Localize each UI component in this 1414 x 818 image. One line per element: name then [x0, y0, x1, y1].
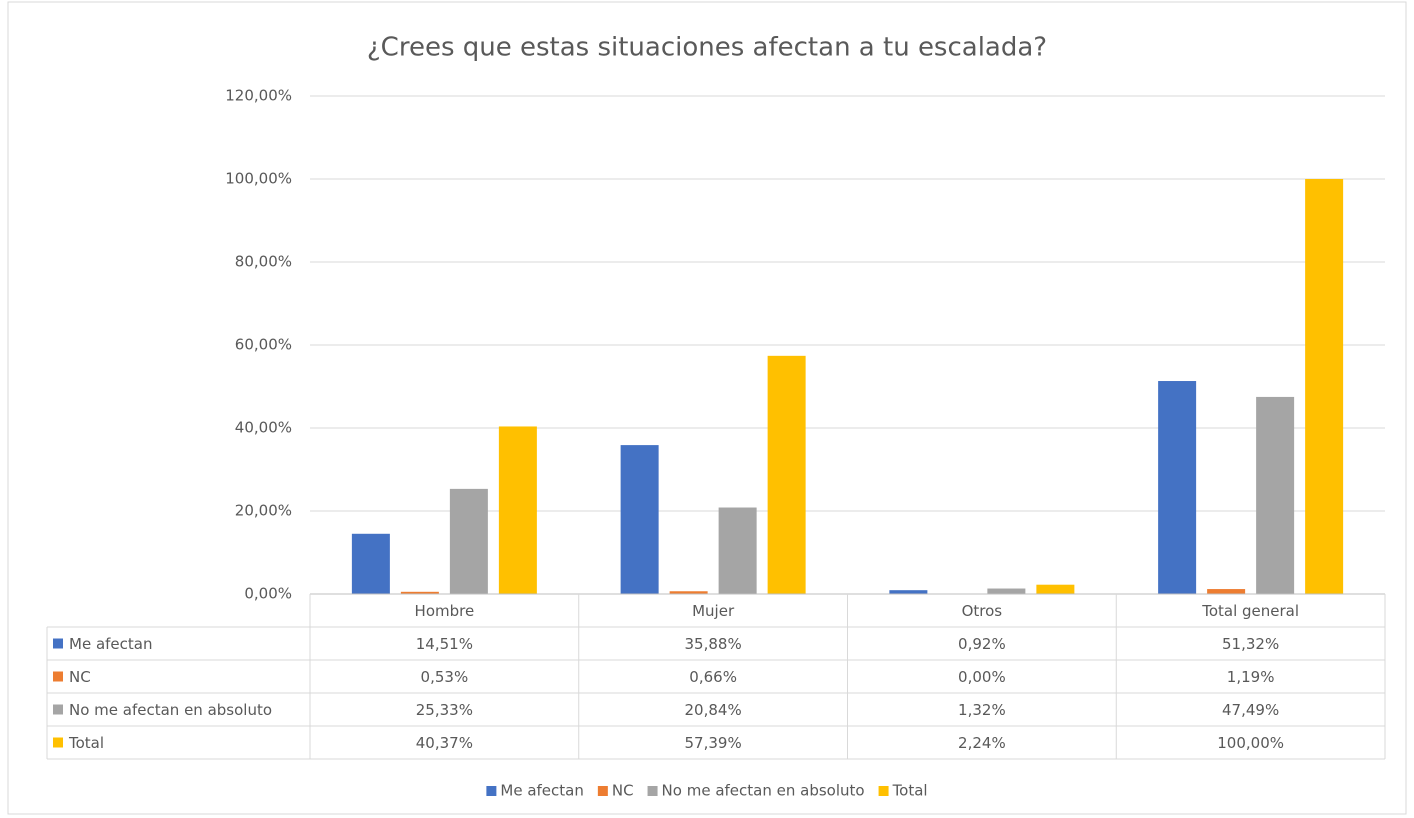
- table-cell: 25,33%: [416, 701, 473, 719]
- legend-label: Me afectan: [500, 782, 583, 800]
- x-tick-label: Otros: [962, 602, 1003, 620]
- bar: [1207, 589, 1246, 594]
- bar: [400, 591, 439, 594]
- table-row-label: NC: [69, 668, 91, 686]
- legend-label: NC: [612, 782, 634, 800]
- bar: [718, 507, 757, 594]
- table-cell: 40,37%: [416, 734, 473, 752]
- table-cell: 20,84%: [685, 701, 742, 719]
- y-tick-label: 0,00%: [244, 585, 292, 603]
- legend-key: [878, 786, 889, 796]
- y-tick-label: 100,00%: [225, 170, 292, 188]
- bar: [767, 355, 806, 594]
- legend-label: Total: [892, 782, 928, 800]
- x-tick-label: Mujer: [692, 602, 735, 620]
- chart-border: [7, 1, 1407, 815]
- table-cell: 0,53%: [421, 668, 469, 686]
- bar: [669, 591, 708, 594]
- table-legend-key: [53, 737, 63, 748]
- table-legend-key: [53, 638, 63, 649]
- table-cell: 57,39%: [685, 734, 742, 752]
- table-cell: 1,19%: [1227, 668, 1275, 686]
- bar: [889, 590, 928, 594]
- y-tick-label: 80,00%: [235, 253, 292, 271]
- table-row-label: Total: [68, 734, 104, 752]
- bar: [1158, 381, 1197, 594]
- legend-key: [597, 786, 608, 796]
- x-tick-label: Hombre: [415, 602, 475, 620]
- table-cell: 2,24%: [958, 734, 1006, 752]
- bar: [1305, 179, 1344, 594]
- y-tick-label: 20,00%: [235, 502, 292, 520]
- bar: [498, 426, 537, 594]
- y-tick-label: 120,00%: [225, 87, 292, 105]
- table-cell: 0,92%: [958, 635, 1006, 653]
- table-row-label: Me afectan: [69, 635, 152, 653]
- table-row-label: No me afectan en absoluto: [69, 701, 272, 719]
- legend-label: No me afectan en absoluto: [662, 782, 865, 800]
- table-cell: 0,00%: [958, 668, 1006, 686]
- table-cell: 47,49%: [1222, 701, 1279, 719]
- legend-key: [486, 786, 497, 796]
- table-cell: 51,32%: [1222, 635, 1279, 653]
- table-cell: 0,66%: [689, 668, 737, 686]
- bar: [1036, 584, 1075, 594]
- table-legend-key: [53, 671, 63, 682]
- bar: [449, 488, 488, 594]
- bar: [1256, 396, 1295, 594]
- y-tick-label: 60,00%: [235, 336, 292, 354]
- table-cell: 14,51%: [416, 635, 473, 653]
- bar: [987, 588, 1026, 594]
- y-tick-label: 40,00%: [235, 419, 292, 437]
- table-cell: 35,88%: [685, 635, 742, 653]
- bar: [620, 445, 659, 594]
- table-cell: 1,32%: [958, 701, 1006, 719]
- x-tick-label: Total general: [1201, 602, 1299, 620]
- bar: [351, 533, 390, 594]
- chart-title: ¿Crees que estas situaciones afectan a t…: [367, 33, 1047, 63]
- legend-key: [647, 786, 658, 796]
- table-cell: 100,00%: [1217, 734, 1284, 752]
- table-legend-key: [53, 704, 63, 715]
